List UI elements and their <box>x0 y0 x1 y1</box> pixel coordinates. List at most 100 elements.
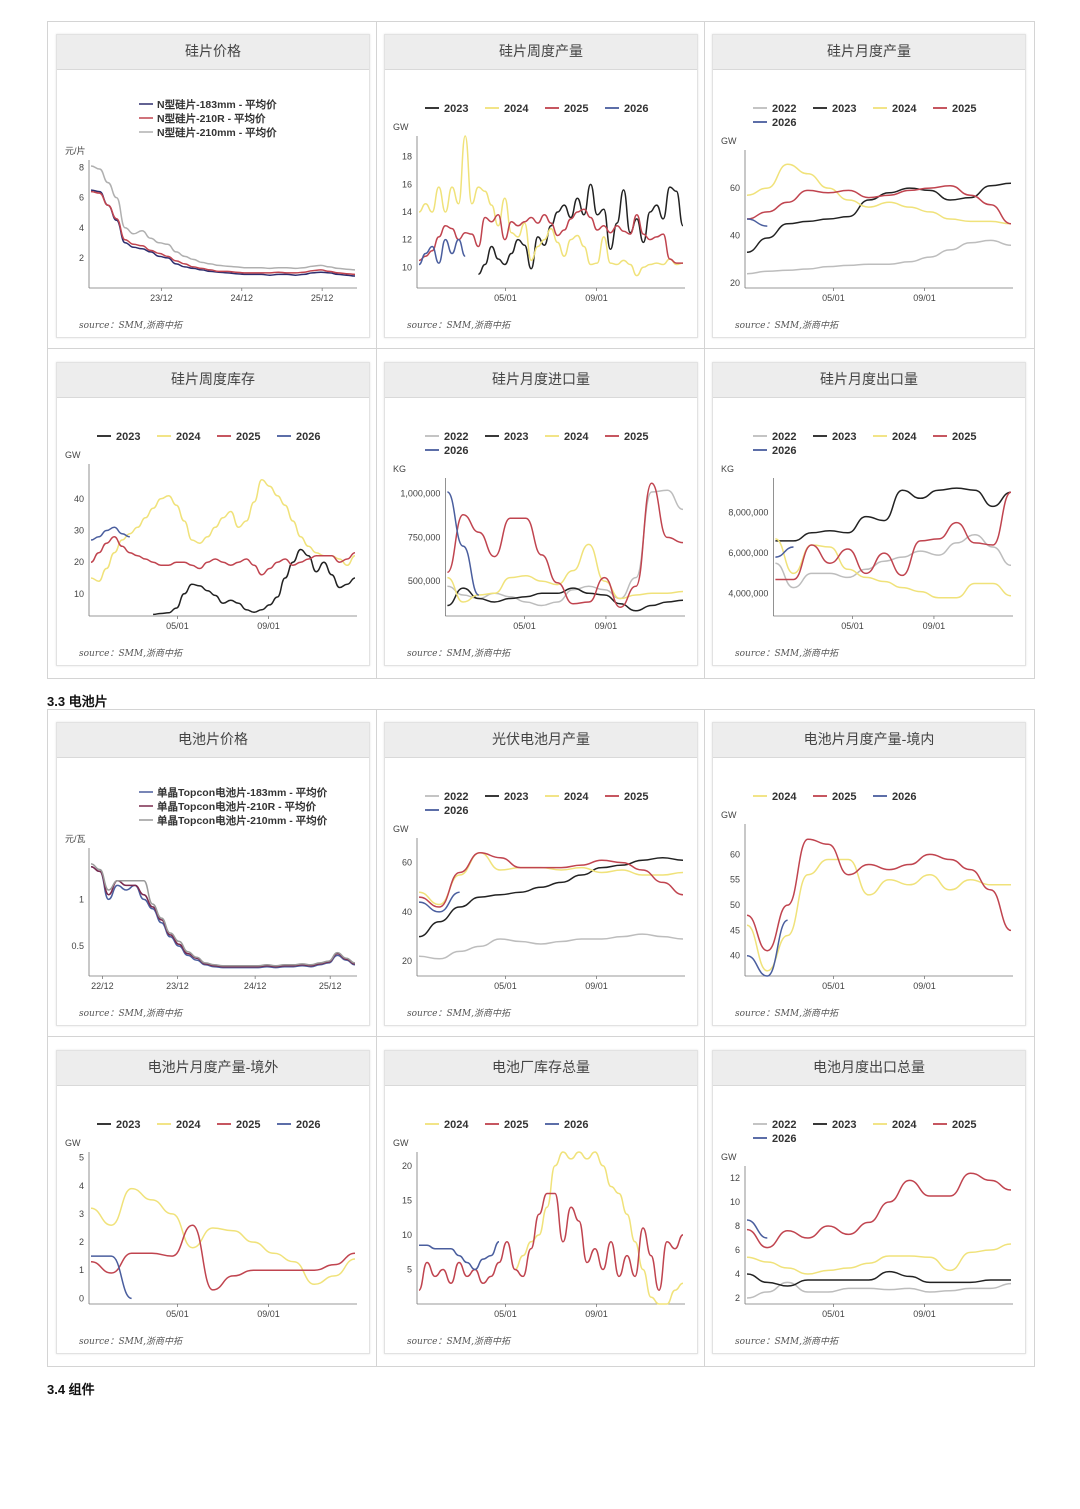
series-line <box>90 863 356 967</box>
source-prefix: source： <box>407 321 447 331</box>
legend-label: 2025 <box>952 103 976 115</box>
y-tick-label: 20 <box>402 956 412 966</box>
y-tick-label: 2 <box>79 253 84 263</box>
series-line <box>447 489 684 607</box>
section-heading-cells: 3.3 电池片 <box>47 694 108 709</box>
chart-title: 硅片周度产量 <box>385 35 697 70</box>
legend-label: 2024 <box>564 791 589 803</box>
legend-label: 2023 <box>504 431 528 443</box>
y-axis-label: GW <box>393 122 409 132</box>
x-tick-label: 23/12 <box>166 981 189 991</box>
y-tick-label: 5 <box>407 1264 412 1274</box>
series-line <box>746 1172 1012 1249</box>
legend-label: 单晶Topcon电池片-210R - 平均价 <box>157 800 317 813</box>
x-tick-label: 25/12 <box>319 981 342 991</box>
x-tick-label: 09/01 <box>595 621 618 631</box>
series-line <box>418 933 684 960</box>
series-line <box>418 1192 684 1291</box>
y-axis-label: 元/片 <box>65 145 86 156</box>
chart-panel: 硅片周度库存 2023 2024 2025 2026 GW 10 20 30 40 05/01 09/… <box>56 362 370 666</box>
chart-title: 硅片周度库存 <box>57 363 369 398</box>
series-line <box>775 487 1012 542</box>
y-tick-label: 2 <box>735 1293 740 1303</box>
legend-label: 2026 <box>772 445 796 457</box>
legend-label: 2024 <box>176 431 201 443</box>
y-axis-label: GW <box>65 450 81 460</box>
chart-title: 电池片月度产量-境内 <box>713 723 1025 758</box>
y-tick-label: 16 <box>402 179 412 189</box>
chart-title: 电池厂库存总量 <box>385 1051 697 1086</box>
source-name: SMM,浙商中拓 <box>118 1337 182 1347</box>
y-axis-label: GW <box>65 1138 81 1148</box>
section-heading-modules: 3.4 组件 <box>47 1382 95 1397</box>
series-line <box>419 1241 500 1271</box>
legend-label: 2023 <box>116 431 140 443</box>
source-prefix: source： <box>735 321 775 331</box>
source-name: SMM,浙商中拓 <box>446 321 510 331</box>
line-chart: 单晶Topcon电池片-183mm - 平均价单晶Topcon电池片-210R … <box>65 786 357 991</box>
series-line <box>775 546 794 558</box>
legend-label: 2026 <box>624 103 648 115</box>
chart-title: 硅片月度进口量 <box>385 363 697 398</box>
chart-panel: 硅片周度产量 2023 2024 2025 2026 GW 10 12 14 16 18 05/01 0… <box>384 34 698 338</box>
x-tick-label: 09/01 <box>913 1309 936 1319</box>
y-tick-label: 40 <box>730 231 740 241</box>
y-tick-label: 10 <box>74 589 84 599</box>
y-tick-label: 4,000,000 <box>728 589 768 599</box>
source-prefix: source： <box>407 649 447 659</box>
y-tick-label: 10 <box>402 1230 412 1240</box>
series-line <box>746 1243 1012 1275</box>
chart-body: N型硅片-183mm - 平均价 N型硅片-210R - 平均价 N型硅片-210m… <box>57 70 369 337</box>
grid-divider <box>376 710 377 1366</box>
legend-label: 2023 <box>832 431 856 443</box>
series-line <box>418 891 460 913</box>
y-tick-label: 6,000,000 <box>728 548 768 558</box>
y-tick-label: 60 <box>730 849 740 859</box>
series-line <box>746 218 768 227</box>
legend-label: 2025 <box>952 431 976 443</box>
legend-label: 2024 <box>892 1119 917 1131</box>
source-note: source：SMM,浙商中拓 <box>79 318 182 331</box>
legend-label: 2023 <box>832 103 856 115</box>
legend-label: 2024 <box>772 791 797 803</box>
source-note: source：SMM,浙商中拓 <box>407 646 510 659</box>
y-tick-label: 55 <box>730 875 740 885</box>
source-name: SMM,浙商中拓 <box>774 1009 838 1019</box>
chart-grid-bottom <box>47 709 1035 1367</box>
legend-label: 2022 <box>772 431 796 443</box>
legend-label: 2024 <box>444 1119 469 1131</box>
legend-label: 2026 <box>564 1119 588 1131</box>
y-axis-label: GW <box>721 1152 737 1162</box>
chart-title: 硅片价格 <box>57 35 369 70</box>
y-tick-label: 40 <box>730 951 740 961</box>
legend-label: 2026 <box>772 117 796 129</box>
y-tick-label: 45 <box>730 925 740 935</box>
series-line <box>90 536 356 576</box>
y-axis-label: GW <box>721 136 737 146</box>
x-tick-label: 05/01 <box>166 1309 189 1319</box>
legend-label: 2024 <box>564 431 589 443</box>
legend-label: 2025 <box>236 431 260 443</box>
legend-label: 2025 <box>564 103 588 115</box>
y-axis-label: GW <box>721 810 737 820</box>
x-tick-label: 09/01 <box>585 1309 608 1319</box>
y-tick-label: 40 <box>402 907 412 917</box>
y-axis-label: 元/瓦 <box>65 834 86 844</box>
legend-label: 2024 <box>892 103 917 115</box>
series-line <box>418 238 466 266</box>
source-name: SMM,浙商中拓 <box>774 649 838 659</box>
legend-label: 2026 <box>444 445 468 457</box>
series-line <box>746 858 1011 972</box>
line-chart: 2023 2024 2025 2026 GW 0 1 2 3 4 5 05/01 09/01 <box>65 1119 357 1319</box>
chart-title: 硅片月度产量 <box>713 35 1025 70</box>
series-line <box>775 491 1012 581</box>
series-line <box>90 1187 356 1286</box>
series-line <box>90 479 356 582</box>
y-tick-label: 8 <box>79 163 84 173</box>
y-tick-label: 20 <box>730 278 740 288</box>
series-line <box>418 135 684 277</box>
line-chart: 2022 2023 2024 2025 2026 GW 20 40 60 05/01 09/01 <box>721 103 1013 303</box>
y-tick-label: 750,000 <box>408 532 441 542</box>
y-tick-label: 8 <box>735 1221 740 1231</box>
legend-label: 2025 <box>236 1119 260 1131</box>
